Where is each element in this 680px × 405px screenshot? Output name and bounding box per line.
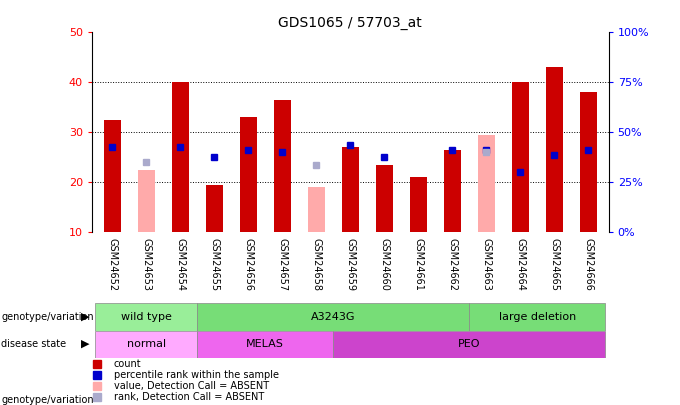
Bar xyxy=(579,92,596,232)
Text: GSM24661: GSM24661 xyxy=(413,238,423,291)
Bar xyxy=(333,330,605,358)
Text: GSM24653: GSM24653 xyxy=(141,238,151,291)
Title: GDS1065 / 57703_at: GDS1065 / 57703_at xyxy=(278,16,422,30)
Bar xyxy=(104,120,121,232)
Bar xyxy=(469,303,605,330)
Bar xyxy=(375,165,392,232)
Bar xyxy=(273,100,291,232)
Text: MELAS: MELAS xyxy=(246,339,284,349)
Text: normal: normal xyxy=(126,339,166,349)
Text: GSM24659: GSM24659 xyxy=(345,238,355,291)
Text: GSM24660: GSM24660 xyxy=(379,238,389,291)
Text: wild type: wild type xyxy=(121,312,171,322)
Text: genotype/variation: genotype/variation xyxy=(1,312,94,322)
Bar xyxy=(409,177,426,232)
Text: GSM24655: GSM24655 xyxy=(209,238,219,291)
Bar xyxy=(95,303,197,330)
Text: GSM24666: GSM24666 xyxy=(583,238,593,291)
Text: ▶: ▶ xyxy=(81,312,90,322)
Bar xyxy=(95,330,197,358)
Bar xyxy=(137,170,155,232)
Text: disease state: disease state xyxy=(1,339,67,349)
Bar xyxy=(545,67,562,232)
Text: A3243G: A3243G xyxy=(311,312,356,322)
Text: GSM24662: GSM24662 xyxy=(447,238,457,291)
Text: count: count xyxy=(114,358,141,369)
Bar xyxy=(197,303,469,330)
Text: GSM24654: GSM24654 xyxy=(175,238,185,291)
Text: large deletion: large deletion xyxy=(498,312,576,322)
Text: genotype/variation: genotype/variation xyxy=(1,395,94,405)
Text: ▶: ▶ xyxy=(81,339,90,349)
Bar xyxy=(477,135,494,232)
Bar xyxy=(239,117,257,232)
Text: percentile rank within the sample: percentile rank within the sample xyxy=(114,369,279,379)
Text: rank, Detection Call = ABSENT: rank, Detection Call = ABSENT xyxy=(114,392,264,401)
Bar xyxy=(511,82,528,232)
Text: PEO: PEO xyxy=(458,339,481,349)
Text: GSM24657: GSM24657 xyxy=(277,238,287,291)
Text: GSM24658: GSM24658 xyxy=(311,238,321,291)
Bar xyxy=(307,187,325,232)
Bar xyxy=(205,185,222,232)
Text: GSM24663: GSM24663 xyxy=(481,238,491,291)
Text: GSM24664: GSM24664 xyxy=(515,238,525,291)
Text: GSM24665: GSM24665 xyxy=(549,238,559,291)
Text: GSM24656: GSM24656 xyxy=(243,238,253,291)
Bar xyxy=(171,82,188,232)
Bar xyxy=(443,150,460,232)
Text: GSM24652: GSM24652 xyxy=(107,238,117,291)
Bar xyxy=(341,147,358,232)
Text: value, Detection Call = ABSENT: value, Detection Call = ABSENT xyxy=(114,381,269,390)
Bar xyxy=(197,330,333,358)
